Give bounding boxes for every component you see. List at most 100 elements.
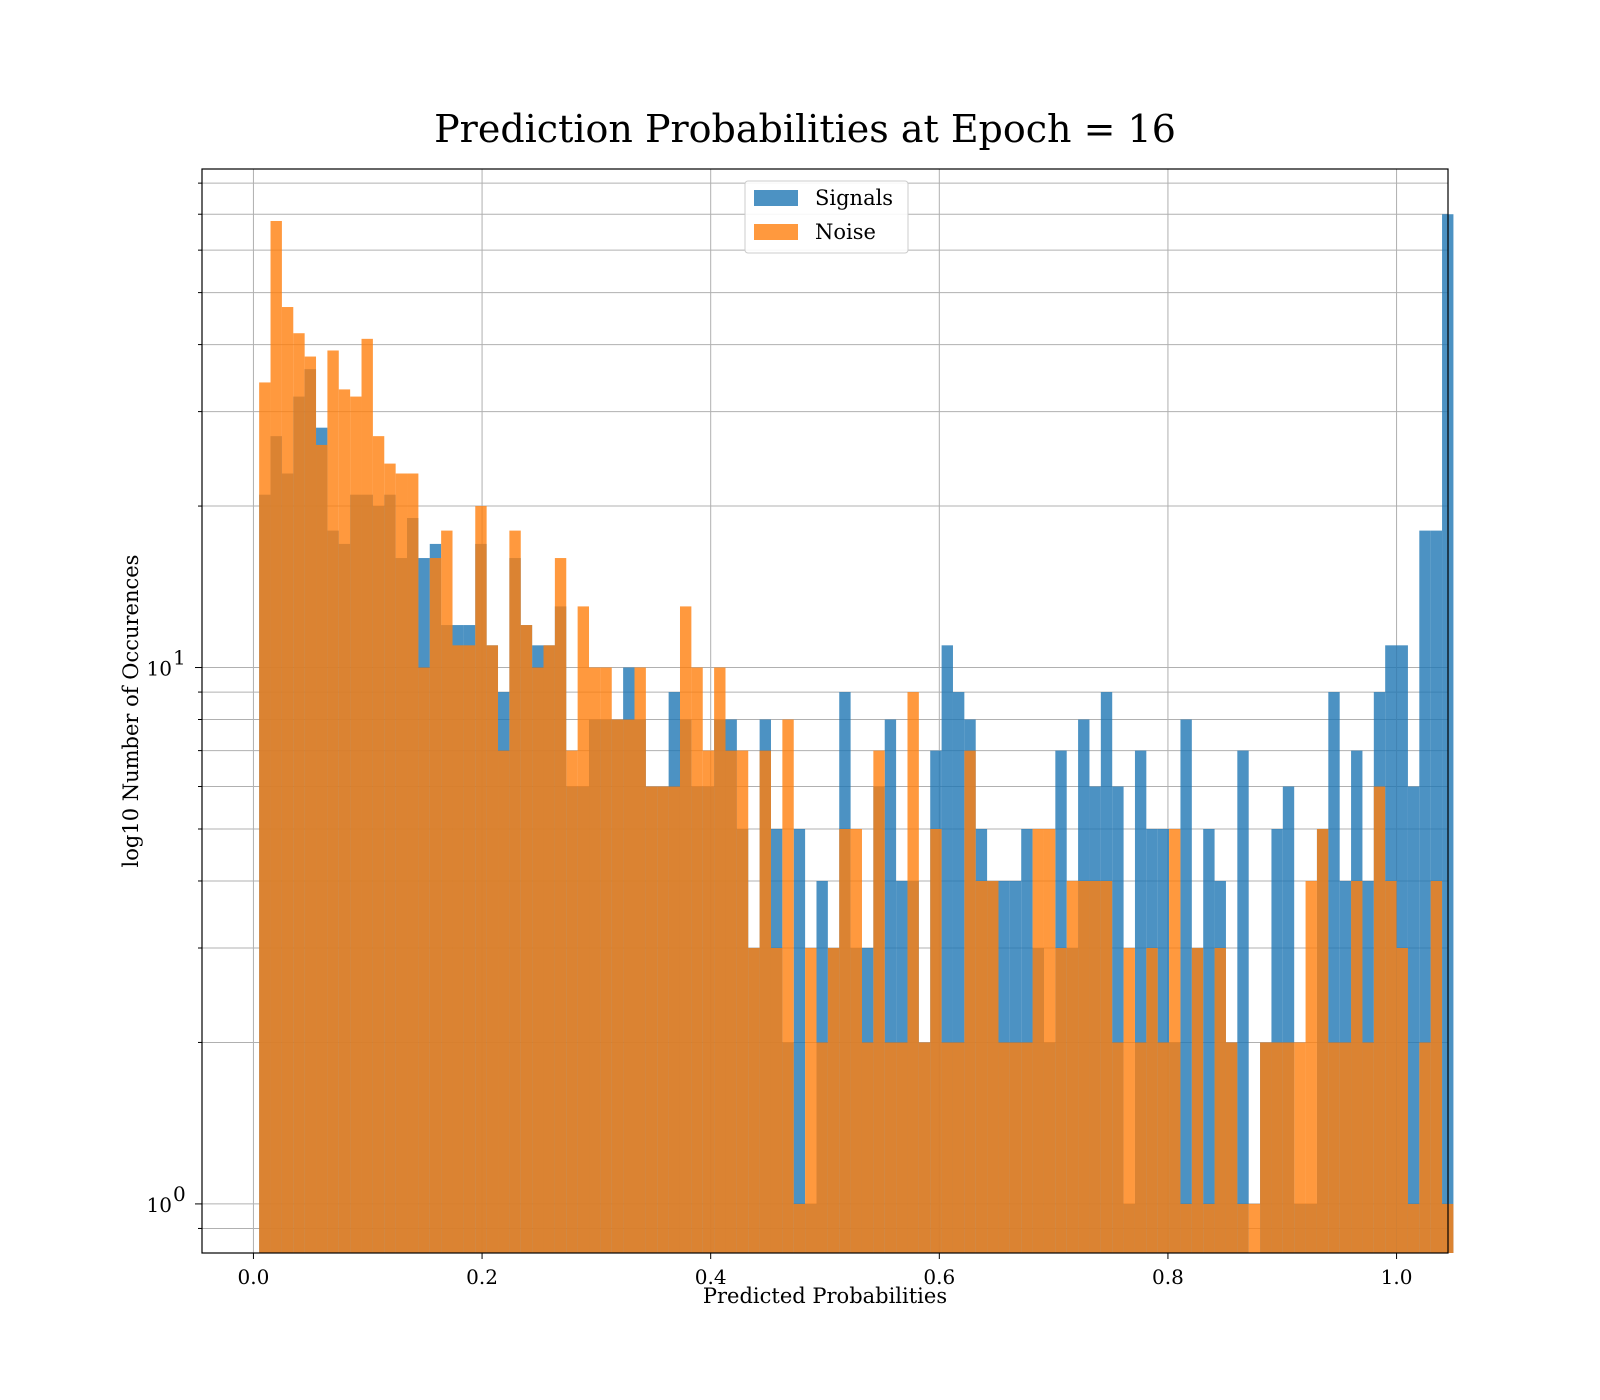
bar-noise [850, 828, 862, 1253]
bar-noise [1225, 1042, 1238, 1253]
x-tick-label: 0.0 [238, 1265, 270, 1289]
bar-noise [520, 625, 533, 1253]
y-tick-exponent: 0 [173, 1182, 186, 1206]
bar-noise [316, 444, 328, 1253]
bar-noise [407, 473, 419, 1254]
bar-noise [679, 606, 692, 1253]
bar-noise [259, 382, 271, 1253]
bar-noise [1055, 947, 1067, 1253]
bar-noise [1271, 1042, 1283, 1253]
bar-noise [1134, 1042, 1147, 1253]
legend-label-signals: Signals [815, 186, 893, 210]
bar-noise [1112, 1042, 1124, 1253]
bar-noise [941, 1042, 953, 1253]
bar-noise [281, 307, 294, 1254]
bar-noise [861, 1042, 874, 1253]
bar-noise [372, 436, 385, 1253]
legend-swatch-noise [754, 224, 798, 240]
bar-noise [1248, 1203, 1261, 1253]
bar-signals [793, 828, 806, 1253]
legend-swatch-signals [754, 190, 798, 206]
bar-noise [1203, 1203, 1215, 1253]
series-noise [259, 220, 1454, 1254]
bar-signals [1419, 530, 1431, 1253]
x-tick-label: 1.0 [1381, 1265, 1413, 1289]
bar-noise [589, 667, 601, 1253]
x-tick-label: 0.6 [923, 1265, 955, 1289]
bar-noise [736, 750, 749, 1253]
bar-noise [338, 389, 351, 1253]
bar-noise [418, 667, 430, 1253]
bar-noise [793, 1203, 806, 1253]
bar-noise [395, 473, 408, 1254]
bar-noise [304, 356, 317, 1253]
bar-noise [350, 396, 362, 1253]
bar-noise [1396, 947, 1408, 1253]
bar-noise [1089, 880, 1101, 1253]
bar-noise [1316, 828, 1329, 1253]
bar-noise [486, 645, 499, 1253]
bar-noise [577, 606, 590, 1253]
bar-noise [645, 786, 658, 1253]
bar-noise [1419, 1042, 1431, 1253]
plot-area-frame [201, 168, 1449, 1254]
bar-noise [1351, 880, 1363, 1253]
bar-signals [1282, 786, 1295, 1253]
x-tick-label: 0.4 [695, 1265, 727, 1289]
bar-noise [1009, 1042, 1022, 1253]
bar-signals [941, 645, 953, 1253]
bar-noise [623, 719, 635, 1253]
bar-noise [532, 667, 544, 1253]
bar-noise [827, 947, 840, 1253]
bar-noise [1328, 1042, 1340, 1253]
bar-signals [1180, 719, 1192, 1253]
bar-noise [1157, 1042, 1170, 1253]
bar-noise [293, 333, 305, 1254]
bar-noise [748, 947, 760, 1253]
bar-noise [702, 750, 715, 1253]
bar-noise [1260, 1042, 1272, 1253]
bar-noise [600, 667, 612, 1253]
bar-noise [475, 506, 487, 1253]
bar-noise [1237, 1203, 1249, 1253]
bar-noise [1339, 1042, 1352, 1253]
legend-label-noise: Noise [815, 220, 876, 244]
bar-signals [884, 719, 897, 1253]
chart-title: Prediction Probabilities at Epoch = 16 [434, 107, 1176, 151]
bar-noise [1305, 880, 1317, 1253]
bar-signals [952, 692, 965, 1253]
bar-noise [1032, 828, 1044, 1253]
bar-noise [998, 1042, 1010, 1253]
bar-noise [270, 220, 282, 1253]
bar-noise [1430, 880, 1443, 1253]
bar-signals [1203, 828, 1215, 1253]
x-tick-label: 0.8 [1152, 1265, 1184, 1289]
bar-noise [725, 750, 737, 1253]
bar-noise [1385, 880, 1397, 1253]
bar-noise [441, 530, 453, 1253]
bar-noise [1043, 828, 1056, 1253]
bar-signals [1134, 750, 1147, 1253]
bar-noise [509, 530, 521, 1253]
bar-noise [361, 338, 373, 1253]
bar-noise [759, 750, 771, 1253]
bar-noise [1282, 1042, 1295, 1253]
bar-noise [1078, 880, 1090, 1253]
bar-noise [1100, 880, 1113, 1253]
bar-noise [1362, 1042, 1374, 1253]
bar-noise [1180, 1203, 1192, 1253]
bar-noise [634, 667, 646, 1253]
y-tick-exponent: 1 [173, 646, 186, 670]
bar-noise [668, 786, 680, 1253]
bar-noise [1407, 1203, 1420, 1253]
bar-noise [1373, 786, 1386, 1253]
bar-noise [952, 1042, 965, 1253]
bar-noise [691, 667, 703, 1253]
y-axis-label: log10 Number of Occurences [119, 555, 143, 868]
bar-signals [1407, 786, 1420, 1253]
bar-noise [1214, 947, 1226, 1253]
bar-signals [1328, 692, 1340, 1253]
bar-noise [964, 750, 976, 1253]
